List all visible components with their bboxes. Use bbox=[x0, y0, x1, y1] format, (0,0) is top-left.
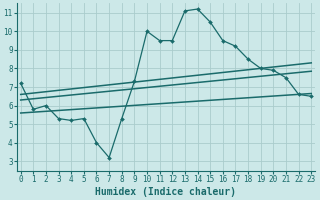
X-axis label: Humidex (Indice chaleur): Humidex (Indice chaleur) bbox=[95, 186, 236, 197]
